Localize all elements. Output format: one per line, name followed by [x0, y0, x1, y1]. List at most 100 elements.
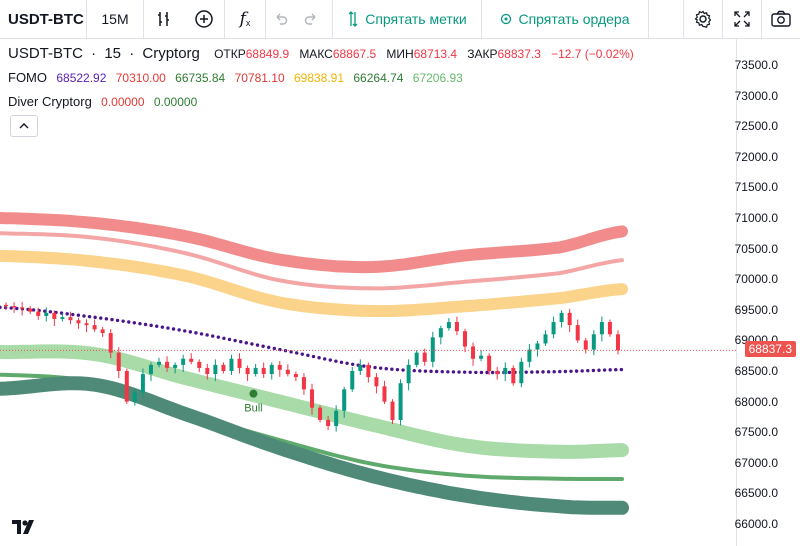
toolbar-divider: [481, 0, 482, 38]
fullscreen-icon[interactable]: [723, 0, 761, 38]
symbol-selector[interactable]: USDT-BTC: [8, 10, 84, 28]
candle-body: [454, 322, 459, 332]
ma-dot: [267, 345, 271, 350]
fomo-band-line: [0, 249, 628, 318]
fomo-band-line: [0, 344, 629, 459]
candle-body: [350, 371, 355, 390]
ma-dot: [384, 367, 388, 371]
candle-body: [567, 312, 572, 326]
price-tick-label: 73000.0: [734, 88, 778, 103]
ma-dot: [166, 326, 170, 330]
fomo-value: 67206.93: [412, 71, 463, 85]
candle-body: [591, 334, 596, 350]
price-tick-label: 72500.0: [734, 119, 778, 134]
ma-dot: [412, 368, 416, 373]
close-label: ЗАКР: [467, 47, 498, 61]
candle-body: [374, 377, 379, 387]
ma-dot: [552, 369, 556, 374]
candle-body: [261, 367, 266, 375]
legend-source: Cryptorg: [142, 45, 200, 62]
ma-dot: [401, 368, 405, 372]
diver-name: Diver Cryptorg: [8, 94, 92, 109]
fomo-band-line: [0, 376, 629, 515]
toolbar-divider: [86, 0, 87, 38]
ma-dot: [15, 306, 19, 311]
ma-dot: [418, 369, 422, 373]
ma-dot: [597, 368, 601, 372]
hide-marks-button[interactable]: Спрятать метки: [333, 0, 481, 38]
price-tick-label: 68000.0: [734, 394, 778, 409]
ma-dot: [558, 369, 562, 374]
hide-orders-label: Спрятать ордера: [518, 11, 630, 27]
ma-dot: [104, 317, 109, 321]
ma-dot: [227, 337, 232, 342]
candle-body: [366, 364, 371, 378]
candle-body: [205, 367, 210, 375]
price-tick-label: 73500.0: [734, 58, 778, 72]
fomo-value: 68522.92: [56, 71, 107, 85]
settings-gear-icon[interactable]: [684, 0, 722, 38]
ma-dot: [255, 343, 260, 347]
candle-body: [607, 322, 612, 335]
collapse-legend-button[interactable]: [10, 115, 38, 137]
candle-body: [422, 352, 427, 362]
fomo-name: FOMO: [8, 70, 47, 85]
ma-dot: [115, 318, 120, 323]
candle-body: [229, 358, 234, 371]
ma-dot: [82, 314, 86, 318]
legend-separator: ·: [129, 45, 135, 62]
ma-dot: [183, 329, 187, 333]
ma-dot: [586, 368, 590, 373]
interval-selector[interactable]: 15M: [101, 11, 129, 27]
ma-dot: [574, 369, 579, 373]
fomo-value: 66264.74: [353, 71, 404, 85]
candle-body: [583, 340, 588, 350]
camera-snapshot-icon[interactable]: [762, 0, 800, 38]
candle-body: [165, 361, 170, 368]
low-value: 68713.4: [413, 47, 458, 61]
redo-icon[interactable]: [296, 0, 326, 38]
add-indicator-icon[interactable]: [184, 0, 224, 38]
tradingview-logo[interactable]: [10, 518, 40, 540]
candle-body: [4, 304, 9, 307]
orders-icon: [501, 13, 512, 25]
ma-dot: [127, 320, 131, 324]
candle-body: [479, 355, 484, 359]
candle-body: [487, 355, 492, 371]
price-tick-label: 67500.0: [734, 425, 778, 440]
low-label: МИН: [386, 47, 414, 61]
ma-dot: [373, 365, 377, 370]
candle-body: [245, 367, 250, 375]
price-tick-label: 72000.0: [734, 149, 778, 164]
candle-body: [76, 320, 81, 324]
candle-body: [36, 311, 41, 316]
ma-dot: [171, 327, 176, 331]
ma-dot: [239, 339, 243, 344]
ma-dot: [132, 321, 137, 325]
candle-body: [20, 307, 25, 309]
undo-icon[interactable]: [266, 0, 296, 38]
ma-dot: [350, 362, 355, 366]
diver-value: 0.00000: [101, 95, 145, 109]
toolbar-divider: [143, 0, 144, 38]
candle-body: [438, 328, 443, 338]
candle-body: [140, 374, 145, 393]
close-value: 68837.3: [497, 47, 541, 61]
last-price-tag: 68837.3: [744, 341, 796, 358]
candle-body: [253, 367, 258, 375]
ma-dot: [440, 369, 444, 374]
ma-dot: [608, 368, 612, 372]
candle-body: [124, 371, 129, 402]
candle-body: [108, 333, 113, 353]
price-tick-label: 70500.0: [734, 241, 778, 256]
hide-orders-button[interactable]: Спрятать ордера: [482, 0, 648, 38]
price-chart[interactable]: Bull: [0, 38, 800, 546]
fomo-value: 70310.00: [115, 71, 166, 85]
candle-style-icon[interactable]: [144, 0, 184, 38]
candle-body: [342, 389, 347, 411]
ma-dot: [345, 361, 349, 366]
ma-dot: [429, 369, 433, 374]
ma-dot: [9, 306, 13, 310]
candle-body: [52, 312, 57, 319]
